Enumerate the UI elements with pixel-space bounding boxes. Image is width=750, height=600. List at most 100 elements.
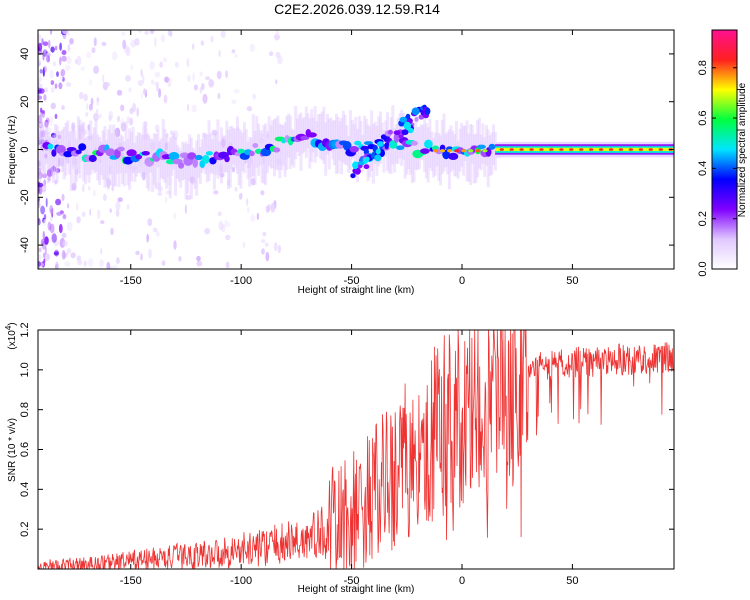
spectrogram-noise-cell — [218, 220, 224, 231]
spectrogram-x-tick-label: -50 — [344, 275, 360, 287]
spectrogram-noise-cell — [38, 95, 43, 100]
spectrogram-streak-blob — [363, 158, 368, 164]
spectrogram-noise-cell — [213, 190, 219, 195]
spectrogram-noise-cell — [275, 79, 278, 84]
spectrogram-noise-cell — [231, 99, 237, 105]
spectrogram-band-cell — [133, 143, 137, 182]
spectrogram-noise-cell — [234, 186, 238, 192]
spectrogram-noise-cell — [43, 258, 46, 263]
spectrogram-noise-cell — [243, 158, 248, 165]
spectrogram-noise-cell — [129, 107, 134, 115]
spectrogram-noise-cell — [62, 214, 67, 220]
spectrogram-band-cell — [117, 137, 121, 187]
spectrogram-noise-cell — [173, 212, 177, 220]
spectrogram-noise-cell — [169, 130, 174, 136]
colorbar-tick-label: 0.0 — [697, 261, 709, 276]
spectrogram-noise-cell — [69, 38, 74, 45]
spectrogram-noise-cell — [74, 59, 78, 64]
spectrogram-band-cell — [124, 121, 128, 174]
spectrogram-noise-cell — [44, 87, 48, 93]
spectrogram-noise-cell — [144, 126, 148, 136]
colorbar-ticks: 0.0 0.2 0.4 0.6 0.8 — [697, 60, 737, 277]
spectrogram-noise-cell — [140, 68, 143, 77]
spectrogram-noise-cell — [246, 106, 253, 112]
spectrogram-noise-cell — [205, 76, 211, 81]
spectrogram-noise-cell — [100, 220, 105, 225]
spectrogram-noise-cell — [149, 61, 155, 70]
snr-x-tick-label: -50 — [344, 575, 360, 587]
spectrogram-noise-cell — [76, 216, 81, 224]
spectrogram-noise-cell — [199, 71, 203, 77]
spectrogram-noise-cell — [185, 194, 192, 201]
spectrogram-noise-cell — [80, 66, 85, 72]
spectrogram-noise-cell — [88, 103, 93, 111]
spectrogram-streak-blob — [399, 116, 408, 123]
spectrogram-noise-cell — [159, 61, 163, 68]
spectrogram-band-cell — [216, 119, 220, 179]
spectrogram-noise-cell — [160, 34, 166, 43]
spectrogram-band-cell — [472, 134, 476, 184]
spectrogram-ridge-blob — [476, 144, 486, 149]
spectrogram-noise-cell — [238, 193, 243, 200]
spectrogram-noise-cell — [262, 157, 265, 164]
spectrogram-noise-cell — [169, 31, 173, 37]
spectrogram-noise-cell — [39, 69, 43, 74]
spectrogram-band-cell — [308, 118, 312, 169]
spectrogram-noise-cell — [270, 202, 276, 213]
spectrogram-band-cell — [136, 132, 140, 173]
spectrogram-noise-cell — [128, 87, 132, 93]
spectrogram-noise-cell — [44, 119, 49, 128]
spectrogram-band-cell — [285, 116, 289, 170]
spectrogram-ridge-blob — [410, 140, 418, 146]
spectrogram-noise-cell — [50, 80, 55, 86]
spectrogram-noise-cell — [221, 224, 226, 233]
spectrogram-peak-mark — [440, 149, 446, 153]
spectrogram-band-cell — [267, 116, 271, 167]
spectrogram-band-cell — [329, 117, 333, 153]
spectrogram-band-cell — [174, 137, 177, 196]
spectrogram-noise-cell — [149, 30, 155, 35]
spectrogram-noise-cell — [38, 77, 43, 83]
spectrogram-noise-cell — [108, 110, 114, 121]
spectrogram-noise-cell — [46, 52, 52, 57]
spectrogram-noise-cell — [38, 159, 41, 168]
spectrogram-band-cell — [106, 129, 110, 190]
spectrogram-noise-cell — [154, 37, 157, 47]
spectrogram-noise-cell — [82, 183, 85, 193]
spectrogram-band-cell — [189, 138, 193, 199]
spectrogram-noise-cell — [210, 35, 214, 43]
spectrogram-band-cell — [105, 140, 109, 181]
spectrogram-band-cell — [253, 131, 257, 185]
spectrogram-band-cell — [244, 129, 248, 163]
spectrogram-noise-cell — [114, 127, 121, 138]
spectrogram-noise-cell — [102, 74, 105, 84]
snr-x-tick-label: -150 — [120, 575, 142, 587]
spectrogram-noise-cell — [216, 70, 222, 80]
spectrogram-noise-cell — [83, 260, 88, 266]
spectrogram-noise-cell — [38, 254, 42, 262]
snr-y-tick-label: 1.0 — [19, 362, 31, 377]
snr-y-scale: (x104) — [4, 322, 18, 349]
spectrogram-noise-cell — [190, 177, 196, 186]
spectrogram-band-cell — [172, 132, 176, 170]
spectrogram-noise-cell — [163, 94, 168, 104]
spectrogram-noise-cell — [219, 164, 223, 174]
spectrogram-noise-cell — [252, 93, 256, 100]
spectrogram-band-cell — [356, 128, 359, 183]
spectrogram-streak-blob — [380, 134, 387, 140]
spectrogram-noise-cell — [98, 158, 102, 164]
spectrogram-noise-cell — [116, 257, 120, 265]
spectrogram-noise-cell — [184, 204, 187, 214]
spectrogram-noise-cell — [67, 30, 70, 36]
spectrogram-streak-blob — [405, 113, 411, 120]
spectrogram-noise-cell — [225, 261, 230, 269]
spectrogram-band-cell — [69, 130, 73, 192]
spectrogram-band-cell — [281, 125, 285, 166]
spectrogram-noise-cell — [128, 117, 134, 126]
spectrogram-noise-cell — [249, 43, 255, 53]
spectrogram-noise-cell — [105, 82, 111, 87]
spectrogram-noise-cell — [43, 65, 47, 73]
spectrogram-peak-mark — [579, 148, 584, 151]
spectrogram-noise-cell — [53, 251, 59, 256]
spectrogram-noise-cell — [38, 217, 41, 223]
